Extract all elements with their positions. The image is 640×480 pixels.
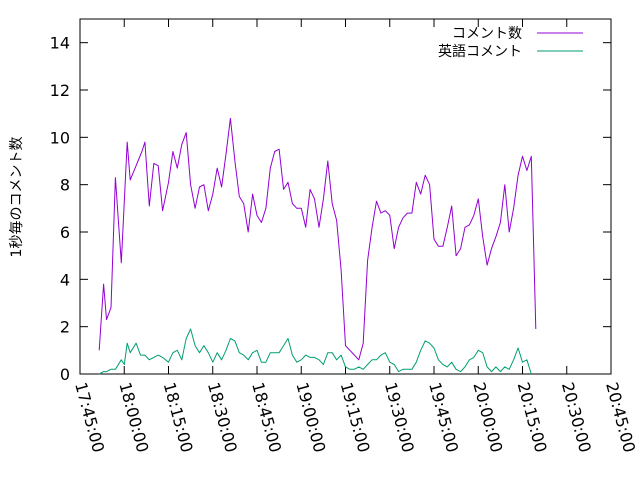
series-line-1: [98, 328, 532, 375]
x-tick-label: 20:45:00: [602, 380, 639, 454]
y-tick-label: 10: [50, 128, 70, 147]
legend-label-1: 英語コメント: [438, 43, 522, 60]
x-tick-label: 19:15:00: [337, 380, 374, 454]
x-tick-label: 19:00:00: [292, 380, 329, 454]
y-axis-title: 1秒毎のコメント数: [9, 137, 25, 258]
x-tick-label: 17:45:00: [71, 380, 108, 454]
x-tick-label: 19:45:00: [425, 380, 462, 454]
y-tick-label: 0: [60, 365, 70, 384]
x-tick-label: 18:15:00: [160, 380, 197, 454]
x-tick-label: 18:45:00: [248, 380, 285, 454]
x-tick-label: 20:15:00: [514, 380, 551, 454]
y-tick-label: 14: [50, 34, 70, 53]
x-tick-label: 19:30:00: [381, 380, 418, 454]
y-axis-ticks: 0 2 4 6 8 10 12 14: [50, 34, 611, 384]
y-tick-label: 4: [60, 270, 70, 289]
x-tick-label: 18:30:00: [204, 380, 241, 454]
series-lines: [98, 117, 537, 375]
x-tick-label: 20:00:00: [469, 380, 506, 454]
legend-label-0: コメント数: [452, 26, 522, 42]
plot-frame-group: [79, 18, 612, 375]
plot-frame: [79, 18, 612, 375]
y-tick-label: 2: [60, 318, 70, 337]
x-tick-label: 20:30:00: [558, 380, 595, 454]
y-tick-label: 6: [60, 223, 70, 242]
y-tick-label: 8: [60, 176, 70, 195]
series-line-0: [98, 117, 537, 361]
x-tick-label: 18:00:00: [115, 380, 152, 454]
y-tick-label: 12: [50, 81, 70, 100]
x-axis-ticks: 17:45:00 18:00:00 18:15:00 18:30:00 18:45:00…: [71, 19, 639, 454]
